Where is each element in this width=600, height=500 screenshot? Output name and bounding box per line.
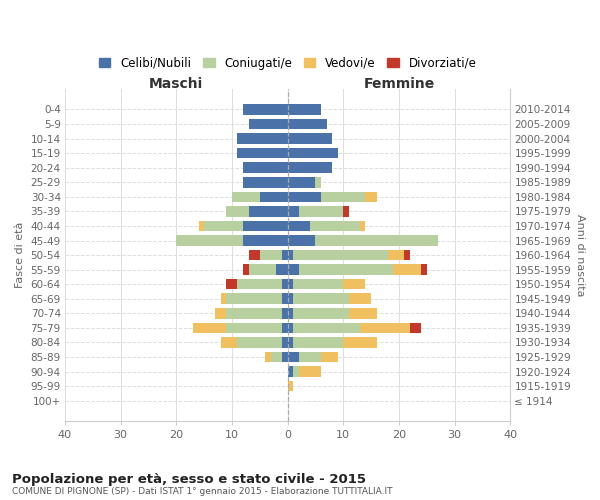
Bar xyxy=(388,250,404,260)
Bar xyxy=(260,192,287,202)
Bar xyxy=(287,236,316,246)
Bar xyxy=(193,322,226,333)
Bar xyxy=(299,366,321,377)
Bar xyxy=(243,236,287,246)
Bar xyxy=(226,294,282,304)
Bar xyxy=(243,162,287,173)
Bar xyxy=(248,206,287,216)
Bar xyxy=(277,264,287,275)
Bar xyxy=(410,322,421,333)
Bar xyxy=(287,134,332,144)
Bar xyxy=(204,220,243,231)
Bar xyxy=(287,206,299,216)
Bar xyxy=(287,381,293,392)
Bar xyxy=(349,308,377,318)
Bar xyxy=(287,308,293,318)
Bar xyxy=(287,220,310,231)
Bar xyxy=(248,264,277,275)
Bar xyxy=(243,220,287,231)
Y-axis label: Fasce di età: Fasce di età xyxy=(15,222,25,288)
Text: Maschi: Maschi xyxy=(149,76,203,90)
Bar xyxy=(316,177,321,188)
Bar xyxy=(293,366,299,377)
Text: Popolazione per età, sesso e stato civile - 2015: Popolazione per età, sesso e stato civil… xyxy=(12,472,366,486)
Bar xyxy=(287,264,299,275)
Bar xyxy=(282,294,287,304)
Bar xyxy=(287,177,316,188)
Bar xyxy=(321,192,365,202)
Bar xyxy=(226,206,248,216)
Bar xyxy=(287,366,293,377)
Bar xyxy=(238,337,282,347)
Text: Femmine: Femmine xyxy=(363,76,434,90)
Bar xyxy=(287,250,293,260)
Bar xyxy=(215,308,226,318)
Bar xyxy=(343,206,349,216)
Bar xyxy=(404,250,410,260)
Bar xyxy=(238,279,282,289)
Bar xyxy=(282,322,287,333)
Bar xyxy=(287,104,321,115)
Bar xyxy=(271,352,282,362)
Bar xyxy=(282,352,287,362)
Bar xyxy=(221,294,226,304)
Bar xyxy=(199,220,204,231)
Bar xyxy=(310,220,360,231)
Bar xyxy=(293,322,360,333)
Bar xyxy=(293,250,388,260)
Bar xyxy=(232,192,260,202)
Bar xyxy=(360,322,410,333)
Bar xyxy=(282,337,287,347)
Bar xyxy=(287,337,293,347)
Y-axis label: Anni di nascita: Anni di nascita xyxy=(575,214,585,296)
Bar xyxy=(287,352,299,362)
Bar xyxy=(226,322,282,333)
Bar xyxy=(221,337,238,347)
Bar xyxy=(287,322,293,333)
Bar xyxy=(299,206,343,216)
Bar xyxy=(287,294,293,304)
Bar xyxy=(238,134,287,144)
Bar xyxy=(248,250,260,260)
Bar xyxy=(299,352,321,362)
Bar xyxy=(299,264,394,275)
Bar xyxy=(243,264,248,275)
Bar xyxy=(260,250,282,260)
Bar xyxy=(316,236,438,246)
Bar xyxy=(287,119,326,130)
Bar xyxy=(282,250,287,260)
Bar xyxy=(360,220,365,231)
Bar xyxy=(321,352,338,362)
Bar xyxy=(293,279,343,289)
Bar xyxy=(265,352,271,362)
Bar xyxy=(421,264,427,275)
Bar xyxy=(349,294,371,304)
Bar xyxy=(287,148,338,158)
Bar xyxy=(287,162,332,173)
Bar xyxy=(248,119,287,130)
Bar xyxy=(293,308,349,318)
Bar xyxy=(243,177,287,188)
Bar xyxy=(226,279,238,289)
Bar xyxy=(293,337,343,347)
Legend: Celibi/Nubili, Coniugati/e, Vedovi/e, Divorziati/e: Celibi/Nubili, Coniugati/e, Vedovi/e, Di… xyxy=(94,52,481,74)
Bar xyxy=(293,294,349,304)
Bar xyxy=(238,148,287,158)
Bar xyxy=(343,279,365,289)
Bar xyxy=(343,337,377,347)
Text: COMUNE DI PIGNONE (SP) - Dati ISTAT 1° gennaio 2015 - Elaborazione TUTTITALIA.IT: COMUNE DI PIGNONE (SP) - Dati ISTAT 1° g… xyxy=(12,488,392,496)
Bar xyxy=(365,192,377,202)
Bar xyxy=(287,279,293,289)
Bar xyxy=(282,279,287,289)
Bar xyxy=(394,264,421,275)
Bar xyxy=(243,104,287,115)
Bar xyxy=(226,308,282,318)
Bar xyxy=(176,236,243,246)
Bar xyxy=(287,192,321,202)
Bar xyxy=(282,308,287,318)
